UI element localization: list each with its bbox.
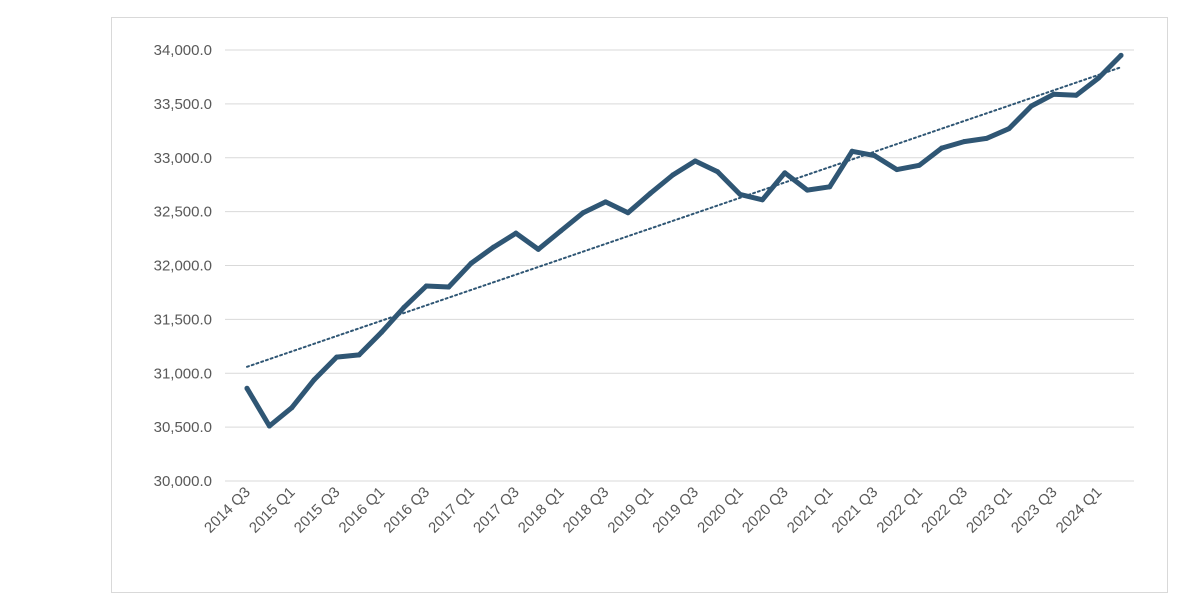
data-point [1096, 75, 1102, 81]
data-point [804, 187, 810, 193]
data-point [446, 284, 452, 290]
x-tick-label: 2018 Q3 [560, 484, 613, 537]
y-tick-label: 32,500.0 [154, 204, 212, 221]
x-tick-label: 2020 Q1 [694, 484, 747, 537]
x-tick-label: 2014 Q3 [201, 484, 254, 537]
x-tick-label: 2021 Q1 [784, 484, 837, 537]
data-point [334, 354, 340, 360]
x-tick-label: 2022 Q3 [918, 484, 971, 537]
x-tick-label: 2017 Q1 [425, 484, 478, 537]
data-point [603, 199, 609, 205]
y-tick-label: 31,500.0 [154, 311, 212, 328]
data-point [916, 162, 922, 168]
series-line [244, 52, 1124, 429]
data-point [244, 385, 250, 391]
x-tick-label: 2018 Q1 [515, 484, 568, 537]
data-point [1051, 91, 1057, 97]
data-point [535, 246, 541, 252]
x-tick-label: 2017 Q3 [470, 484, 523, 537]
data-point [1028, 103, 1034, 109]
linear-trendline [246, 66, 1122, 368]
data-point [961, 139, 967, 145]
data-point [871, 153, 877, 159]
y-tick-label: 33,500.0 [154, 96, 212, 113]
x-tick-label: 2016 Q3 [380, 484, 433, 537]
y-tick-label: 31,000.0 [154, 365, 212, 382]
y-tick-label: 32,000.0 [154, 258, 212, 275]
data-point [759, 197, 765, 203]
data-point [670, 172, 676, 178]
y-axis-ticks: 30,000.0 30,500.0 31,000.0 31,500.0 32,000.0… [154, 42, 212, 490]
chart-area: 30,000.0 30,500.0 31,000.0 31,500.0 32,000.0… [111, 17, 1168, 593]
data-point [939, 145, 945, 151]
data-point [827, 184, 833, 190]
y-tick-label: 33,000.0 [154, 150, 212, 167]
x-tick-label: 2023 Q1 [963, 484, 1016, 537]
x-tick-label: 2016 Q1 [336, 484, 389, 537]
data-point [266, 423, 272, 429]
x-tick-label: 2020 Q3 [739, 484, 792, 537]
data-point [468, 260, 474, 266]
data-point [625, 210, 631, 216]
x-tick-label: 2021 Q3 [829, 484, 882, 537]
x-tick-label: 2023 Q3 [1008, 484, 1061, 537]
data-point [378, 329, 384, 335]
data-point [737, 191, 743, 197]
data-point [513, 230, 519, 236]
y-tick-label: 30,500.0 [154, 419, 212, 436]
trendline-layer [246, 66, 1122, 368]
data-point [289, 405, 295, 411]
data-point [491, 244, 497, 250]
data-point [1118, 52, 1124, 58]
data-point [356, 352, 362, 358]
data-point [1006, 126, 1012, 132]
data-point [580, 210, 586, 216]
data-point [894, 167, 900, 173]
data-point [984, 135, 990, 141]
data-point [849, 148, 855, 154]
x-tick-label: 2024 Q1 [1053, 484, 1106, 537]
data-point [782, 170, 788, 176]
series-layer [244, 52, 1124, 429]
x-tick-label: 2015 Q1 [246, 484, 299, 537]
y-tick-label: 30,000.0 [154, 473, 212, 490]
data-point [423, 283, 429, 289]
data-point [311, 377, 317, 383]
x-tick-label: 2019 Q3 [649, 484, 702, 537]
x-tick-label: 2022 Q1 [873, 484, 926, 537]
data-point [692, 158, 698, 164]
data-point [558, 228, 564, 234]
gridlines [225, 49, 1134, 482]
y-tick-label: 34,000.0 [154, 42, 212, 59]
data-point [647, 190, 653, 196]
data-point [715, 169, 721, 175]
line-chart: 30,000.0 30,500.0 31,000.0 31,500.0 32,000.0… [154, 42, 1134, 537]
x-tick-label: 2015 Q3 [291, 484, 344, 537]
x-tick-label: 2019 Q1 [605, 484, 658, 537]
data-point [1073, 92, 1079, 98]
data-point [401, 305, 407, 311]
